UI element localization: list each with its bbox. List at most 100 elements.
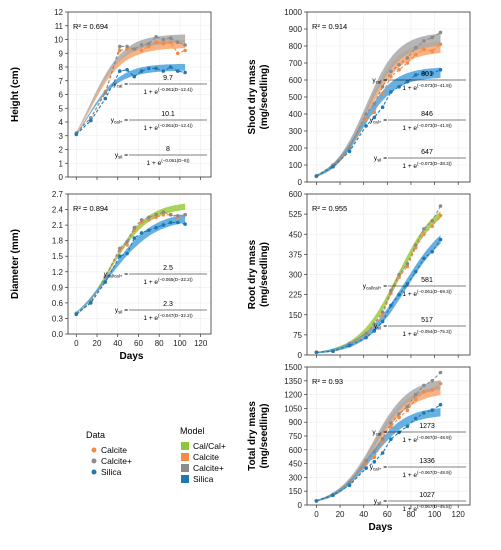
ytick-label-1: 1: [59, 159, 64, 168]
ytick-label-4: 4: [59, 118, 64, 127]
data-point-silica-10: [168, 65, 173, 69]
ytick-label-7: 2.1: [52, 221, 64, 230]
ytick-label-6: 450: [289, 230, 303, 239]
data-point-calcite-11: [430, 49, 435, 53]
data-point-silica-11: [430, 71, 435, 75]
equation-numerator: 1336: [419, 458, 435, 465]
ytick-label-6: 600: [289, 76, 303, 85]
model-band-cal-cal-plus: [76, 203, 186, 316]
data-point-silica-5: [132, 74, 137, 79]
data-point-calcite-7: [147, 218, 151, 222]
data-point-silica-1: [331, 349, 335, 354]
data-point-calcite-plus-9: [413, 392, 418, 397]
equation-numerator: 2.5: [163, 265, 173, 272]
equation-numerator: 846: [421, 111, 433, 118]
data-point-calcite-9: [413, 245, 418, 250]
legend-data-swatch-calcite-plus: [91, 458, 97, 464]
equation-shoot-2: 647 ysil = 1 + e(−0.073(D−38.3)): [374, 149, 466, 170]
data-point-calcite-4: [125, 47, 129, 51]
r-squared-total: R² = 0.93: [312, 377, 343, 386]
data-point-calcite-10: [422, 390, 426, 394]
data-point-calcite-plus-5: [380, 437, 385, 441]
xtick-label-5: 100: [428, 510, 442, 519]
chart-shoot: 0 100 200 300 400 500 600 700 800 900 1000 Shoot dr…: [247, 8, 471, 187]
data-point-silica-2: [103, 280, 108, 284]
legend-model-title: Model: [180, 426, 205, 436]
legend-model-label-silica: Silica: [193, 474, 214, 484]
data-point-calcite-plus-9: [413, 243, 418, 247]
ytick-label-5: 750: [289, 432, 303, 441]
ytick-label-0: 0: [298, 178, 303, 187]
xtick-label-1: 20: [336, 510, 345, 519]
data-point-silica-5: [380, 319, 385, 324]
data-point-calcite-12: [438, 42, 443, 47]
model-band-silica: [316, 408, 441, 502]
data-point-calcite-6: [389, 74, 393, 79]
data-point-silica-7: [397, 292, 401, 297]
ytick-label-8: 2.4: [52, 206, 64, 215]
equation-total-0: 1273 ycal = 1 + e(−0.067(D−48.9)): [372, 423, 466, 444]
data-point-calcite-8: [405, 61, 410, 65]
ytick-label-0: 0: [298, 501, 303, 510]
r-squared-diameter: R² = 0.894: [73, 204, 108, 213]
equation-denominator: 1 + e(−0.073(D−41.9)): [402, 83, 452, 92]
data-point-calcite-10: [168, 40, 173, 44]
data-point-calcite-plus-11: [176, 214, 180, 218]
ytick-label-10: 1500: [284, 363, 302, 372]
data-point-calcite-plus-3: [118, 246, 122, 251]
data-point-silica-11: [176, 69, 180, 73]
data-point-calcite-plus-4: [372, 102, 377, 106]
equation-lhs: ysil =: [115, 152, 128, 160]
equation-lhs: ycal+ =: [111, 117, 128, 125]
data-point-calcite-plus-9: [161, 37, 166, 42]
data-point-calcite-9: [413, 397, 418, 402]
ytick-label-7: 700: [289, 59, 303, 68]
data-point-calcite-4: [372, 110, 377, 115]
data-point-silica-6: [139, 69, 144, 73]
legend-data-item-calcite: Calcite: [91, 445, 127, 455]
data-point-silica-0: [314, 499, 319, 503]
equation-lhs: ycal/cal+ =: [104, 271, 128, 279]
data-point-silica-6: [389, 303, 393, 308]
data-point-calcite-8: [154, 40, 158, 44]
xtick-label-2: 40: [113, 339, 122, 348]
y-axis-title-root: Root dry mass(mg/seedling): [247, 239, 270, 309]
data-point-silica-8: [154, 225, 158, 230]
legend-data-label-calcite: Calcite: [101, 445, 127, 455]
ytick-label-0: 0.0: [52, 330, 64, 339]
data-point-calcite-plus-2: [347, 480, 352, 485]
data-point-silica-9: [413, 416, 418, 421]
data-point-calcite-plus-4: [125, 239, 129, 244]
data-point-calcite-plus-5: [132, 225, 137, 230]
data-point-silica-9: [161, 223, 166, 227]
data-point-calcite-4: [125, 243, 129, 247]
data-point-calcite-plus-12: [438, 370, 443, 375]
ytick-label-1: 0.3: [52, 314, 64, 323]
equation-lhs: ysil =: [374, 155, 387, 163]
data-point-calcite-plus-3: [364, 459, 368, 463]
legend-model: Model Cal/Cal+ Calcite Calcite+ Silica: [180, 426, 226, 484]
ytick-label-3: 300: [289, 127, 303, 136]
equation-total-2: 1027 ysil = 1 + e(−0.067(D−45.5)): [374, 492, 466, 513]
data-point-silica-0: [74, 132, 79, 137]
equation-lhs: ycal =: [372, 77, 387, 85]
data-point-calcite-plus-8: [405, 56, 410, 60]
data-point-silica-11: [176, 220, 180, 225]
ytick-label-10: 1000: [284, 8, 302, 17]
equation-numerator: 2.3: [163, 301, 173, 308]
data-point-silica-8: [405, 424, 410, 429]
data-point-calcite-plus-10: [422, 383, 426, 388]
data-point-silica-12: [183, 222, 187, 226]
data-point-calcite-9: [161, 41, 166, 46]
data-point-calcite-plus-10: [168, 212, 173, 217]
ytick-label-2: 200: [289, 144, 303, 153]
equation-lhs: ycal+ =: [370, 117, 387, 125]
model-band-cal-cal-plus: [316, 211, 441, 354]
xtick-label-1: 20: [93, 339, 102, 348]
legend-data-swatch-calcite: [91, 447, 97, 453]
x-axis-title-total: Days: [369, 522, 393, 533]
data-point-calcite-8: [154, 215, 158, 220]
legend-model-swatch-calcite: [181, 453, 189, 461]
equation-numerator: 801: [421, 71, 433, 78]
